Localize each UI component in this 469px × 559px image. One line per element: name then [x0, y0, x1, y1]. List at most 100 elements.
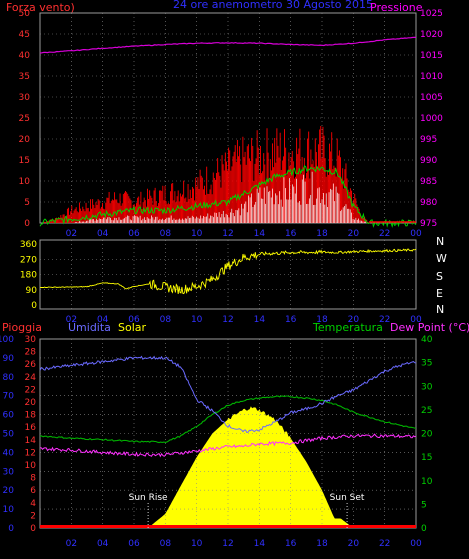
y-tick-label: 995: [420, 135, 437, 145]
x-tick-label: 02: [66, 539, 77, 549]
y-tick-label: 270: [20, 255, 37, 265]
sunset-label: Sun Set: [330, 493, 365, 503]
y-tick-label: 20: [421, 430, 433, 440]
y-tick-label: 10: [25, 461, 37, 471]
x-tick-label: 16: [285, 229, 297, 239]
x-tick-label: 00: [410, 229, 422, 239]
x-tick-label: 22: [379, 539, 390, 549]
y-tick-label: 0: [31, 301, 37, 311]
x-tick-label: 00: [410, 539, 422, 549]
x-tick-label: 10: [191, 229, 203, 239]
sunrise-label: Sun Rise: [129, 493, 168, 503]
compass-label: N: [436, 303, 444, 316]
x-tick-label: 22: [379, 315, 390, 325]
y-tick-label: 24: [25, 373, 37, 383]
y-tick-label: 20: [19, 135, 31, 145]
x-tick-label: 06: [128, 229, 140, 239]
x-tick-label: 04: [97, 229, 109, 239]
x-tick-label: 18: [316, 229, 328, 239]
y-tick-label: 40: [19, 51, 31, 61]
y-tick-label: 2: [30, 511, 36, 521]
y-tick-label: 80: [3, 373, 15, 383]
y-tick-label: 30: [25, 335, 37, 345]
y-tick-label: 1020: [420, 30, 443, 40]
x-tick-label: 06: [128, 315, 140, 325]
y-tick-label: 25: [19, 114, 30, 124]
x-tick-label: 16: [285, 315, 297, 325]
x-tick-label: 20: [348, 315, 360, 325]
y-tick-label: 40: [421, 335, 433, 345]
wind-average-line: [39, 165, 417, 228]
x-tick-label: 18: [316, 539, 328, 549]
solar-axis-label: Solar: [118, 321, 147, 334]
x-tick-label: 02: [66, 229, 77, 239]
x-tick-label: 12: [222, 229, 233, 239]
x-tick-label: 02: [66, 315, 77, 325]
x-tick-label: 08: [160, 229, 172, 239]
y-tick-label: 40: [3, 448, 15, 458]
x-tick-label: 14: [254, 229, 266, 239]
y-tick-label: 60: [3, 411, 15, 421]
y-tick-label: 35: [19, 72, 30, 82]
x-tick-label: 10: [191, 539, 203, 549]
wind-axis-label: Forza vento): [6, 1, 75, 14]
solar-area: [148, 406, 354, 528]
y-tick-label: 180: [20, 271, 37, 281]
chart-title: 24 ore anemometro 30 Agosto 2015: [173, 0, 373, 11]
compass-label: N: [436, 235, 444, 248]
y-tick-label: 30: [421, 382, 433, 392]
y-tick-label: 0: [24, 219, 30, 229]
y-tick-label: 90: [26, 286, 38, 296]
x-tick-label: 12: [222, 315, 233, 325]
y-tick-label: 30: [3, 467, 15, 477]
y-tick-label: 90: [3, 354, 15, 364]
wind-direction-line: [39, 248, 417, 295]
y-tick-label: 35: [421, 359, 432, 369]
x-tick-label: 04: [97, 315, 109, 325]
x-tick-label: 08: [160, 539, 172, 549]
y-tick-label: 975: [420, 219, 437, 229]
y-tick-label: 0: [30, 524, 36, 534]
y-tick-label: 990: [420, 156, 437, 166]
y-tick-label: 10: [19, 177, 31, 187]
x-tick-label: 20: [348, 229, 360, 239]
y-tick-label: 1015: [420, 51, 443, 61]
compass-label: S: [436, 270, 443, 283]
x-tick-label: 04: [97, 539, 109, 549]
y-tick-label: 14: [25, 436, 37, 446]
wind-pressure-panel: 02 04 06 08 10 12 14 16 18 20 22 00 051015202530354…: [6, 0, 443, 239]
y-tick-label: 70: [3, 392, 15, 402]
y-tick-label: 10: [3, 505, 15, 515]
x-tick-label: 10: [191, 315, 203, 325]
pressure-line: [39, 36, 417, 54]
y-tick-label: 1010: [420, 72, 443, 82]
x-tick-label: 16: [285, 539, 297, 549]
y-tick-label: 1000: [420, 114, 443, 124]
y-tick-label: 18: [25, 411, 37, 421]
y-tick-label: 16: [25, 423, 37, 433]
y-tick-label: 5: [24, 198, 30, 208]
x-tick-label: 12: [222, 539, 233, 549]
x-tick-label: 14: [254, 315, 266, 325]
y-tick-label: 25: [421, 406, 432, 416]
x-tick-label: 14: [254, 539, 266, 549]
x-tick-label: 20: [348, 539, 360, 549]
y-tick-label: 50: [19, 9, 31, 19]
y-tick-label: 10: [421, 477, 433, 487]
y-tick-label: 1005: [420, 93, 443, 103]
compass-label: W: [436, 252, 447, 265]
temperature-line: [39, 395, 417, 444]
y-tick-label: 45: [19, 30, 30, 40]
humidity-line: [39, 355, 417, 433]
y-tick-label: 20: [25, 398, 37, 408]
x-tick-label: 18: [316, 315, 328, 325]
y-tick-label: 30: [19, 93, 31, 103]
y-tick-label: 20: [3, 486, 15, 496]
y-tick-label: 360: [20, 240, 37, 250]
dewpoint-axis-label: Dew Point (°C): [390, 321, 469, 334]
y-tick-label: 5: [421, 500, 427, 510]
rain-axis-label: Pioggia: [2, 321, 42, 334]
